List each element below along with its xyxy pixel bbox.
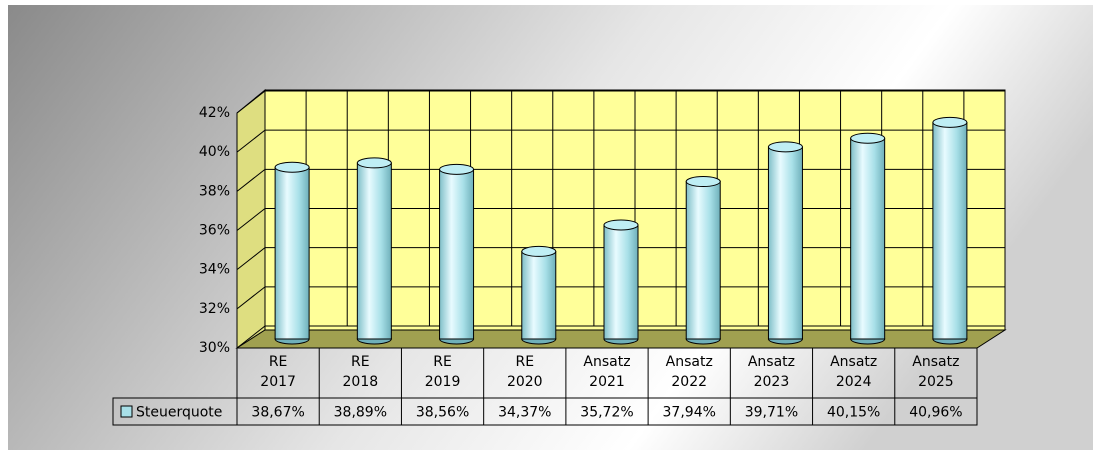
bar (521, 250, 557, 340)
grid-line (236, 90, 266, 114)
data-label: 38,56% (416, 405, 469, 421)
bar-top (932, 116, 968, 128)
grid-line (236, 168, 266, 192)
bar (850, 137, 886, 340)
bar-top (767, 141, 803, 153)
x-tick-label: 2017 (260, 374, 296, 390)
x-tick-label: 2023 (754, 374, 790, 390)
bar (274, 166, 310, 340)
data-label: 38,89% (334, 405, 387, 421)
bar-top (521, 245, 557, 257)
grid-line (236, 247, 266, 271)
data-label: 40,96% (909, 405, 962, 421)
bar-top (439, 163, 475, 175)
y-tick-label: 30% (199, 340, 230, 356)
bar-top (850, 132, 886, 144)
x-tick-label: Ansatz (666, 354, 713, 370)
x-tick-label: Ansatz (912, 354, 959, 370)
table-row (112, 397, 978, 426)
bar-top (685, 176, 721, 188)
bar (932, 121, 968, 340)
x-tick-label: 2025 (918, 374, 954, 390)
data-label: 38,67% (251, 405, 304, 421)
x-tick-label: RE (515, 354, 534, 370)
bar (439, 168, 475, 340)
data-label: 39,71% (745, 405, 798, 421)
bar (767, 146, 803, 340)
bar (603, 224, 639, 340)
bar (356, 162, 392, 340)
y-tick-label: 32% (199, 301, 230, 317)
bar-top (274, 161, 310, 173)
bar-top (603, 219, 639, 231)
x-tick-label: 2020 (507, 374, 543, 390)
x-tick-label: RE (351, 354, 370, 370)
data-label: 37,94% (663, 405, 716, 421)
data-label: 34,37% (498, 405, 551, 421)
legend-key (120, 405, 133, 418)
data-label: 35,72% (580, 405, 633, 421)
x-tick-label: 2019 (425, 374, 461, 390)
y-tick-label: 38% (199, 183, 230, 199)
y-tick-label: 36% (199, 223, 230, 239)
x-tick-label: RE (269, 354, 288, 370)
y-tick-label: 42% (199, 105, 230, 121)
y-tick-label: 40% (199, 144, 230, 160)
x-tick-label: RE (433, 354, 452, 370)
bar-top (356, 157, 392, 169)
x-tick-label: Ansatz (830, 354, 877, 370)
y-tick-label: 34% (199, 262, 230, 278)
x-tick-label: 2022 (671, 374, 707, 390)
x-tick-label: 2018 (343, 374, 379, 390)
grid-line (236, 129, 266, 153)
grid-line (236, 286, 266, 310)
legend-label: Steuerquote (136, 405, 222, 421)
x-tick-label: Ansatz (583, 354, 630, 370)
grid-line (236, 325, 266, 349)
x-tick-label: 2024 (836, 374, 872, 390)
bar (685, 181, 721, 340)
x-tick-label: Ansatz (748, 354, 795, 370)
data-label: 40,15% (827, 405, 880, 421)
grid-line (236, 208, 266, 231)
x-tick-label: 2021 (589, 374, 625, 390)
